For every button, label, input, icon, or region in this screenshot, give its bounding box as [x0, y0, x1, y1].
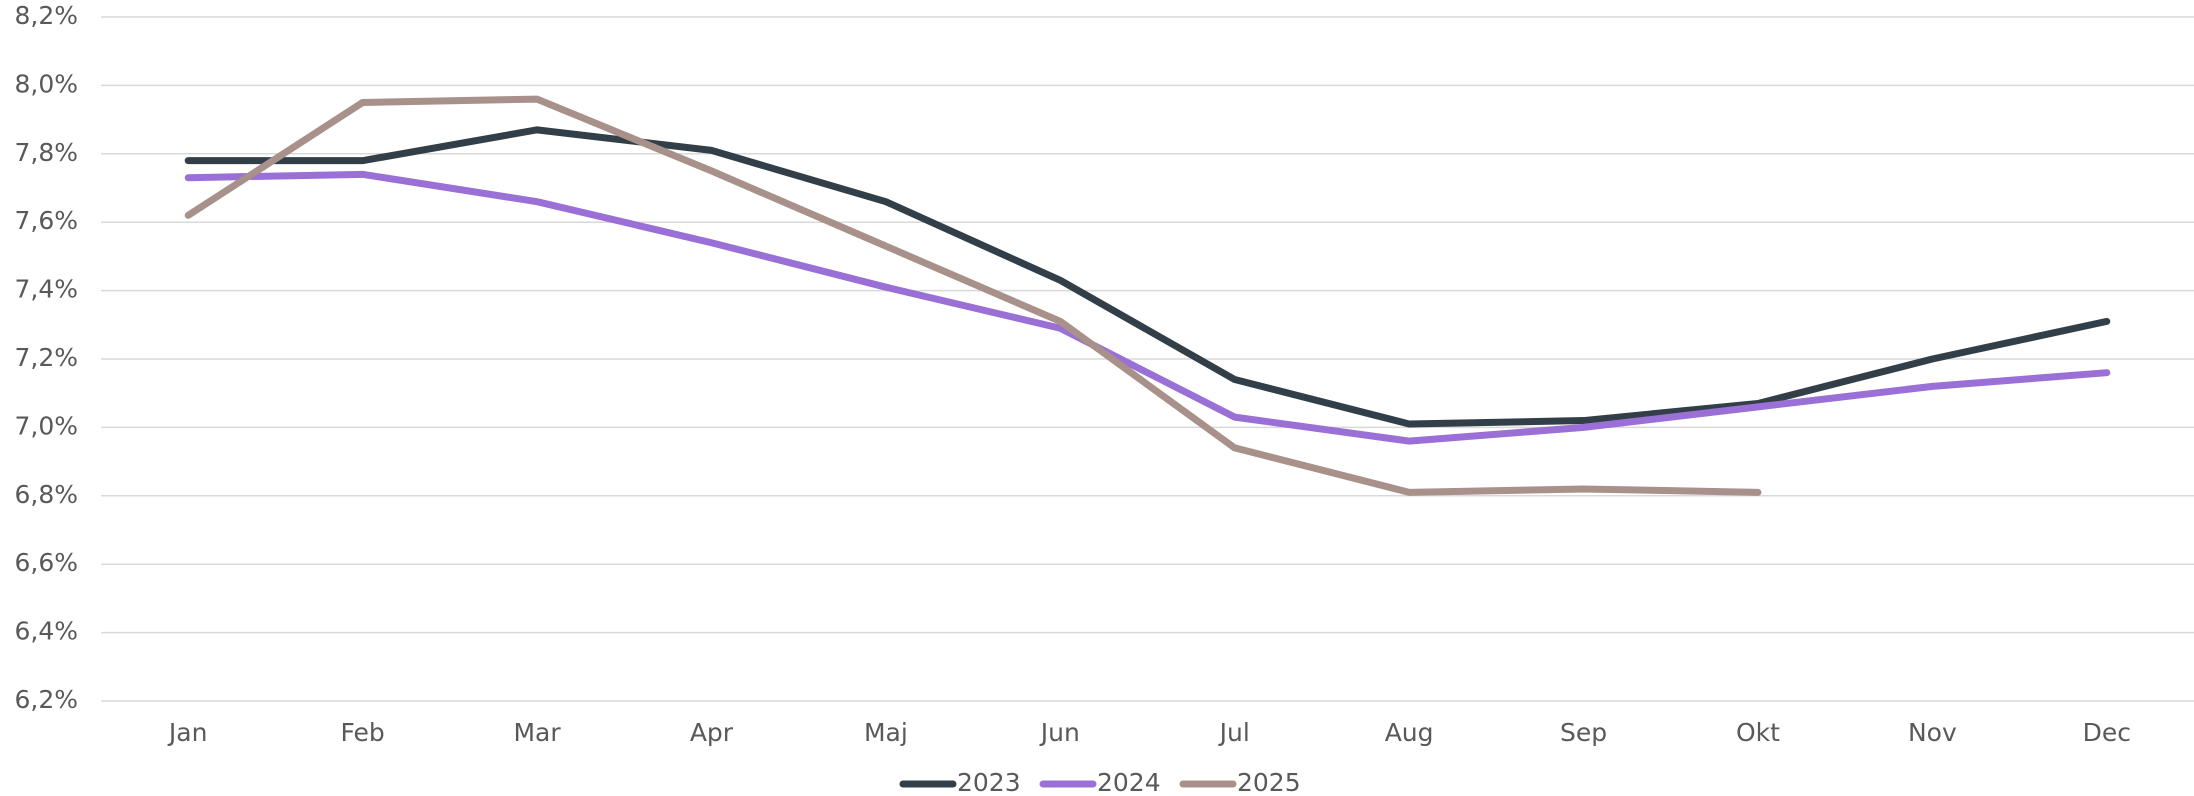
x-tick-label: Jul: [1218, 718, 1250, 747]
y-tick-label: 7,4%: [14, 275, 78, 304]
series-line: [184, 170, 2111, 445]
x-tick-label: Jun: [1039, 718, 1080, 747]
x-tick-label: Apr: [690, 718, 734, 747]
y-tick-label: 6,6%: [14, 548, 78, 577]
x-tick-label: Feb: [340, 718, 384, 747]
x-tick-label: Okt: [1736, 718, 1780, 747]
y-tick-label: 7,6%: [14, 206, 78, 235]
legend-label: 2025: [1237, 768, 1301, 796]
legend-label: 2024: [1097, 768, 1161, 796]
y-tick-label: 6,4%: [14, 617, 78, 646]
y-tick-label: 7,2%: [14, 343, 78, 372]
legend-label: 2023: [957, 768, 1021, 796]
x-tick-label: Aug: [1385, 718, 1434, 747]
y-tick-label: 7,0%: [14, 411, 78, 440]
y-tick-label: 6,8%: [14, 480, 78, 509]
x-tick-label: Sep: [1560, 718, 1607, 747]
x-tick-label: Mar: [513, 718, 561, 747]
x-tick-label: Nov: [1908, 718, 1957, 747]
x-tick-label: Jan: [167, 718, 208, 747]
x-tick-label: Dec: [2083, 718, 2131, 747]
series-line: [184, 126, 2111, 428]
y-tick-label: 8,0%: [14, 69, 78, 98]
x-tick-label: Maj: [864, 718, 908, 747]
y-tick-label: 7,8%: [14, 138, 78, 167]
series-line: [184, 95, 1762, 496]
y-tick-label: 8,2%: [14, 1, 78, 30]
y-tick-label: 6,2%: [14, 685, 78, 714]
